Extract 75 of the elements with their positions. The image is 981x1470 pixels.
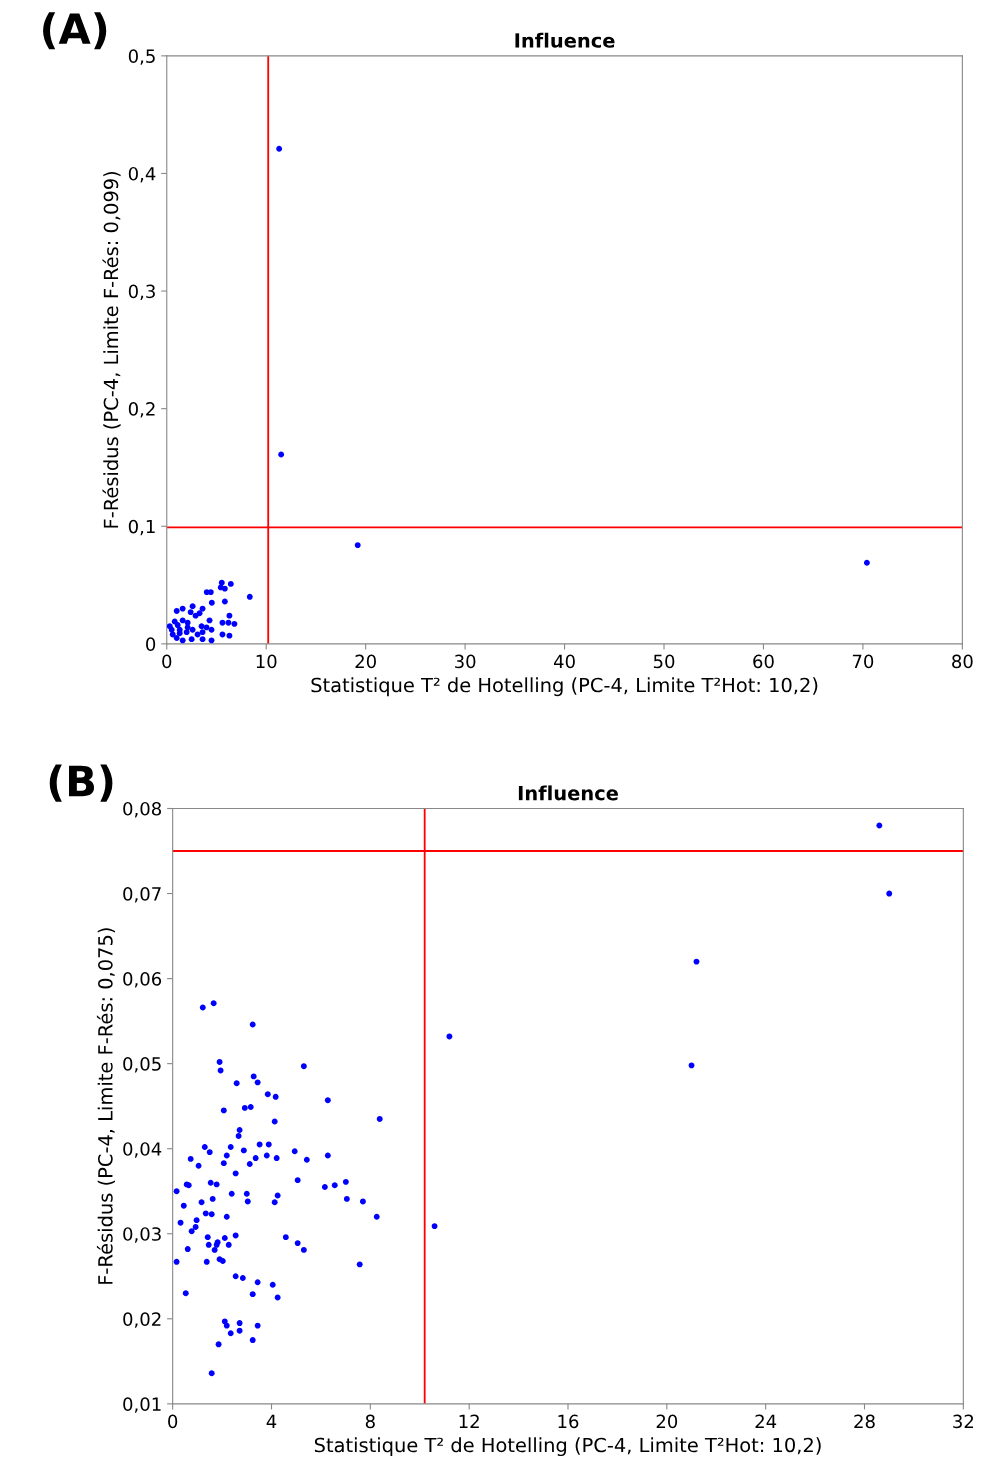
x-tick-label: 24 bbox=[755, 1414, 777, 1428]
x-tick-label: 50 bbox=[653, 654, 675, 669]
point bbox=[176, 630, 183, 637]
point bbox=[189, 603, 196, 610]
point bbox=[187, 609, 194, 616]
x-tick-label: 8 bbox=[365, 1414, 375, 1429]
point bbox=[226, 632, 233, 639]
x-tick-label: 20 bbox=[355, 654, 376, 669]
y-tick-label: 0,05 bbox=[123, 1057, 161, 1073]
point bbox=[276, 145, 283, 152]
y-tick-label: 0,5 bbox=[128, 49, 155, 65]
point bbox=[227, 580, 234, 587]
x-tick-label: 80 bbox=[952, 654, 973, 669]
y-tick-label: 0,04 bbox=[123, 1142, 162, 1158]
point bbox=[199, 636, 206, 643]
y-axis-title: F-Résidus (PC-4, Limite F-Rés: 0,075) bbox=[96, 928, 115, 1284]
point bbox=[354, 542, 361, 549]
x-tick-label: 40 bbox=[553, 654, 575, 669]
point bbox=[207, 589, 214, 596]
y-tick-label: 0,3 bbox=[128, 284, 155, 301]
point bbox=[179, 617, 186, 624]
point bbox=[174, 622, 181, 628]
y-tick-label: 0 bbox=[146, 637, 156, 651]
x-tick-label: 4 bbox=[266, 1414, 277, 1428]
point bbox=[221, 585, 228, 592]
chart-title: Influence bbox=[515, 32, 615, 48]
text: (B) bbox=[49, 764, 113, 802]
point bbox=[198, 623, 205, 630]
point bbox=[179, 605, 186, 612]
point bbox=[188, 636, 195, 643]
x-tick-label: 0 bbox=[168, 1414, 178, 1429]
x-tick-label: 12 bbox=[459, 1414, 479, 1428]
point bbox=[208, 599, 215, 606]
point bbox=[225, 619, 232, 626]
y-tick-label: 0,2 bbox=[128, 402, 155, 418]
point bbox=[231, 620, 238, 627]
x-tick-label: 60 bbox=[753, 654, 774, 669]
point bbox=[189, 626, 196, 633]
point bbox=[184, 624, 191, 631]
x-tick-label: 28 bbox=[854, 1414, 875, 1429]
y-tick-label: 0,06 bbox=[123, 972, 162, 988]
x-tick-label: 10 bbox=[256, 654, 277, 669]
point bbox=[221, 598, 228, 605]
x-axis-title: Statistique T² de Hotelling (PC-4, Limite T²Hot: 10,2) bbox=[314, 1437, 821, 1457]
point bbox=[199, 605, 206, 612]
point bbox=[203, 624, 210, 631]
x-tick-label: 32 bbox=[953, 1414, 974, 1429]
x-tick-label: 20 bbox=[656, 1414, 678, 1429]
y-axis-title: F-Résidus (PC-4, Limite F-Rés: 0,099) bbox=[102, 171, 121, 528]
point bbox=[863, 559, 870, 566]
y-tick-label: 0,1 bbox=[128, 519, 155, 536]
x-tick-label: 70 bbox=[852, 654, 874, 669]
chart-title: Influence bbox=[518, 785, 618, 801]
point bbox=[278, 451, 285, 458]
y-tick-label: 0,01 bbox=[123, 1397, 161, 1413]
point bbox=[219, 631, 226, 638]
point bbox=[173, 635, 180, 641]
x-tick-label: 30 bbox=[455, 654, 476, 669]
point bbox=[246, 593, 253, 600]
point bbox=[218, 579, 225, 586]
point bbox=[179, 637, 186, 644]
x-tick-label: 0 bbox=[162, 654, 172, 669]
x-axis-title: Statistique T² de Hotelling (PC-4, Limite T²Hot: 10,2) bbox=[311, 677, 818, 697]
point bbox=[194, 631, 201, 638]
x-tick-label: 16 bbox=[558, 1414, 579, 1429]
y-tick-label: 0,07 bbox=[123, 887, 161, 903]
point bbox=[192, 612, 199, 619]
y-tick-label: 0,08 bbox=[123, 801, 161, 818]
point bbox=[199, 629, 206, 636]
text: (A) bbox=[43, 12, 107, 50]
y-tick-label: 0,02 bbox=[123, 1312, 161, 1328]
y-tick-label: 0,4 bbox=[128, 166, 156, 183]
y-tick-label: 0,03 bbox=[123, 1227, 161, 1243]
point bbox=[226, 612, 233, 619]
point bbox=[173, 607, 180, 614]
